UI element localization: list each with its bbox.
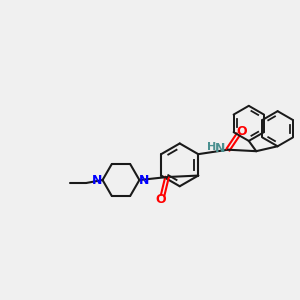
Text: O: O	[155, 194, 166, 206]
Text: O: O	[237, 125, 247, 138]
Text: N: N	[92, 173, 102, 187]
Text: N: N	[214, 142, 225, 155]
Text: N: N	[138, 173, 149, 187]
Text: H: H	[207, 142, 216, 152]
